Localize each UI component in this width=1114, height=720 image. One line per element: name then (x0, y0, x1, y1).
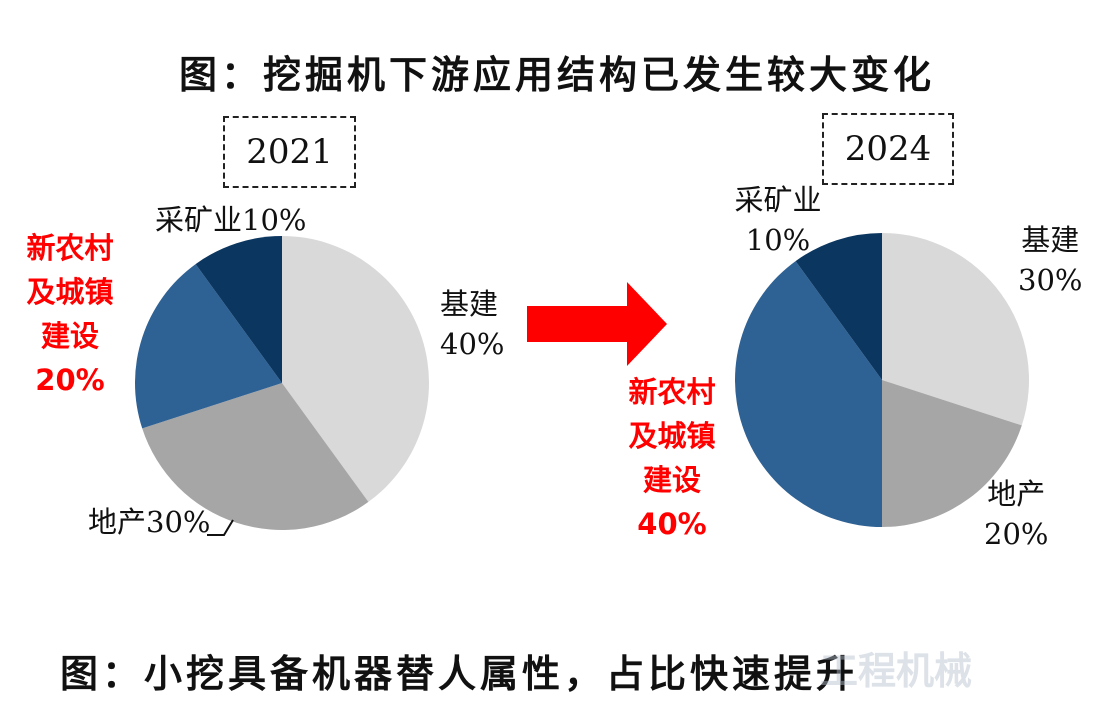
pie-chart-2024 (735, 233, 1029, 527)
pie-slice-infra-2021 (282, 236, 429, 502)
bottom-caption: 图：小挖具备机器替人属性，占比快速提升 (60, 652, 859, 696)
label-rural-2024: 新农村 及城镇 建设 40% (628, 375, 716, 541)
leader-line-estate-2021 (207, 519, 234, 536)
pie-slice-mining-2021 (195, 236, 282, 383)
label-mining-2024: 采矿业 10% (734, 183, 822, 257)
label-estate-2024: 地产 20% (984, 477, 1049, 551)
pie-slice-infra-2024 (882, 233, 1029, 426)
pie-slice-estate-2021 (142, 383, 369, 530)
chart-title: 图：挖掘机下游应用结构已发生较大变化 (178, 53, 935, 97)
label-estate-2021: 地产30% (88, 505, 211, 539)
label-infra-2021: 基建 40% (440, 287, 505, 361)
watermark: 工程机械 (820, 649, 973, 693)
transition-arrow (527, 282, 667, 366)
label-infra-2024: 基建 30% (1018, 223, 1083, 297)
label-mining-2021: 采矿业10% (155, 203, 307, 237)
pie-slice-rural-2024 (735, 261, 882, 527)
year-label-2021: 2021 (223, 116, 356, 188)
label-rural-2021: 新农村 及城镇 建设 20% (26, 231, 114, 397)
pie-chart-2021 (134, 236, 429, 530)
year-label-2024: 2024 (822, 113, 954, 185)
pie-slice-estate-2024 (882, 380, 1022, 527)
pie-slice-rural-2021 (134, 264, 282, 429)
pie-slice-mining-2024 (795, 233, 882, 380)
